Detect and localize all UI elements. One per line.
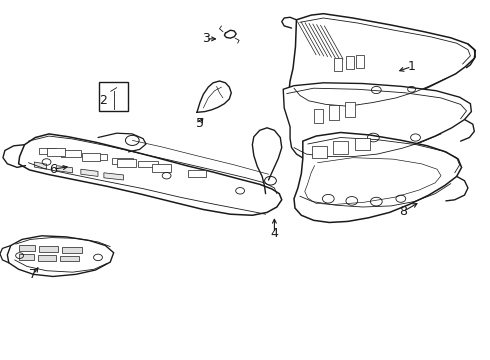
Polygon shape: [283, 83, 471, 161]
FancyBboxPatch shape: [346, 56, 354, 69]
Bar: [314, 109, 323, 123]
Text: 2: 2: [99, 94, 107, 107]
Polygon shape: [39, 246, 58, 252]
Polygon shape: [62, 247, 82, 253]
FancyBboxPatch shape: [356, 55, 364, 68]
Text: 3: 3: [202, 32, 210, 45]
Polygon shape: [19, 134, 282, 215]
Bar: [345, 102, 355, 117]
Polygon shape: [294, 132, 462, 222]
Polygon shape: [61, 150, 81, 157]
Polygon shape: [34, 162, 47, 169]
Bar: [355, 138, 370, 150]
Bar: [188, 170, 206, 177]
Polygon shape: [7, 236, 114, 276]
Bar: [329, 105, 339, 120]
Bar: [333, 141, 348, 154]
Polygon shape: [56, 166, 73, 173]
Polygon shape: [39, 148, 56, 154]
Polygon shape: [38, 255, 56, 261]
Text: 7: 7: [29, 268, 37, 281]
Text: 5: 5: [196, 117, 204, 130]
Polygon shape: [112, 158, 133, 164]
FancyBboxPatch shape: [334, 58, 342, 71]
Polygon shape: [104, 173, 123, 180]
Text: 6: 6: [49, 163, 57, 176]
Text: 4: 4: [270, 227, 278, 240]
Polygon shape: [289, 14, 475, 110]
Bar: [47, 148, 65, 156]
Text: 8: 8: [399, 205, 407, 218]
Polygon shape: [86, 154, 107, 160]
Polygon shape: [19, 254, 34, 260]
Polygon shape: [60, 256, 79, 261]
Bar: [152, 164, 171, 172]
Polygon shape: [81, 169, 98, 176]
Bar: [312, 146, 327, 158]
Bar: [82, 153, 100, 161]
Bar: [99, 82, 128, 111]
Polygon shape: [138, 161, 158, 167]
Polygon shape: [19, 245, 35, 251]
Text: 1: 1: [408, 60, 416, 73]
Bar: [117, 159, 136, 167]
